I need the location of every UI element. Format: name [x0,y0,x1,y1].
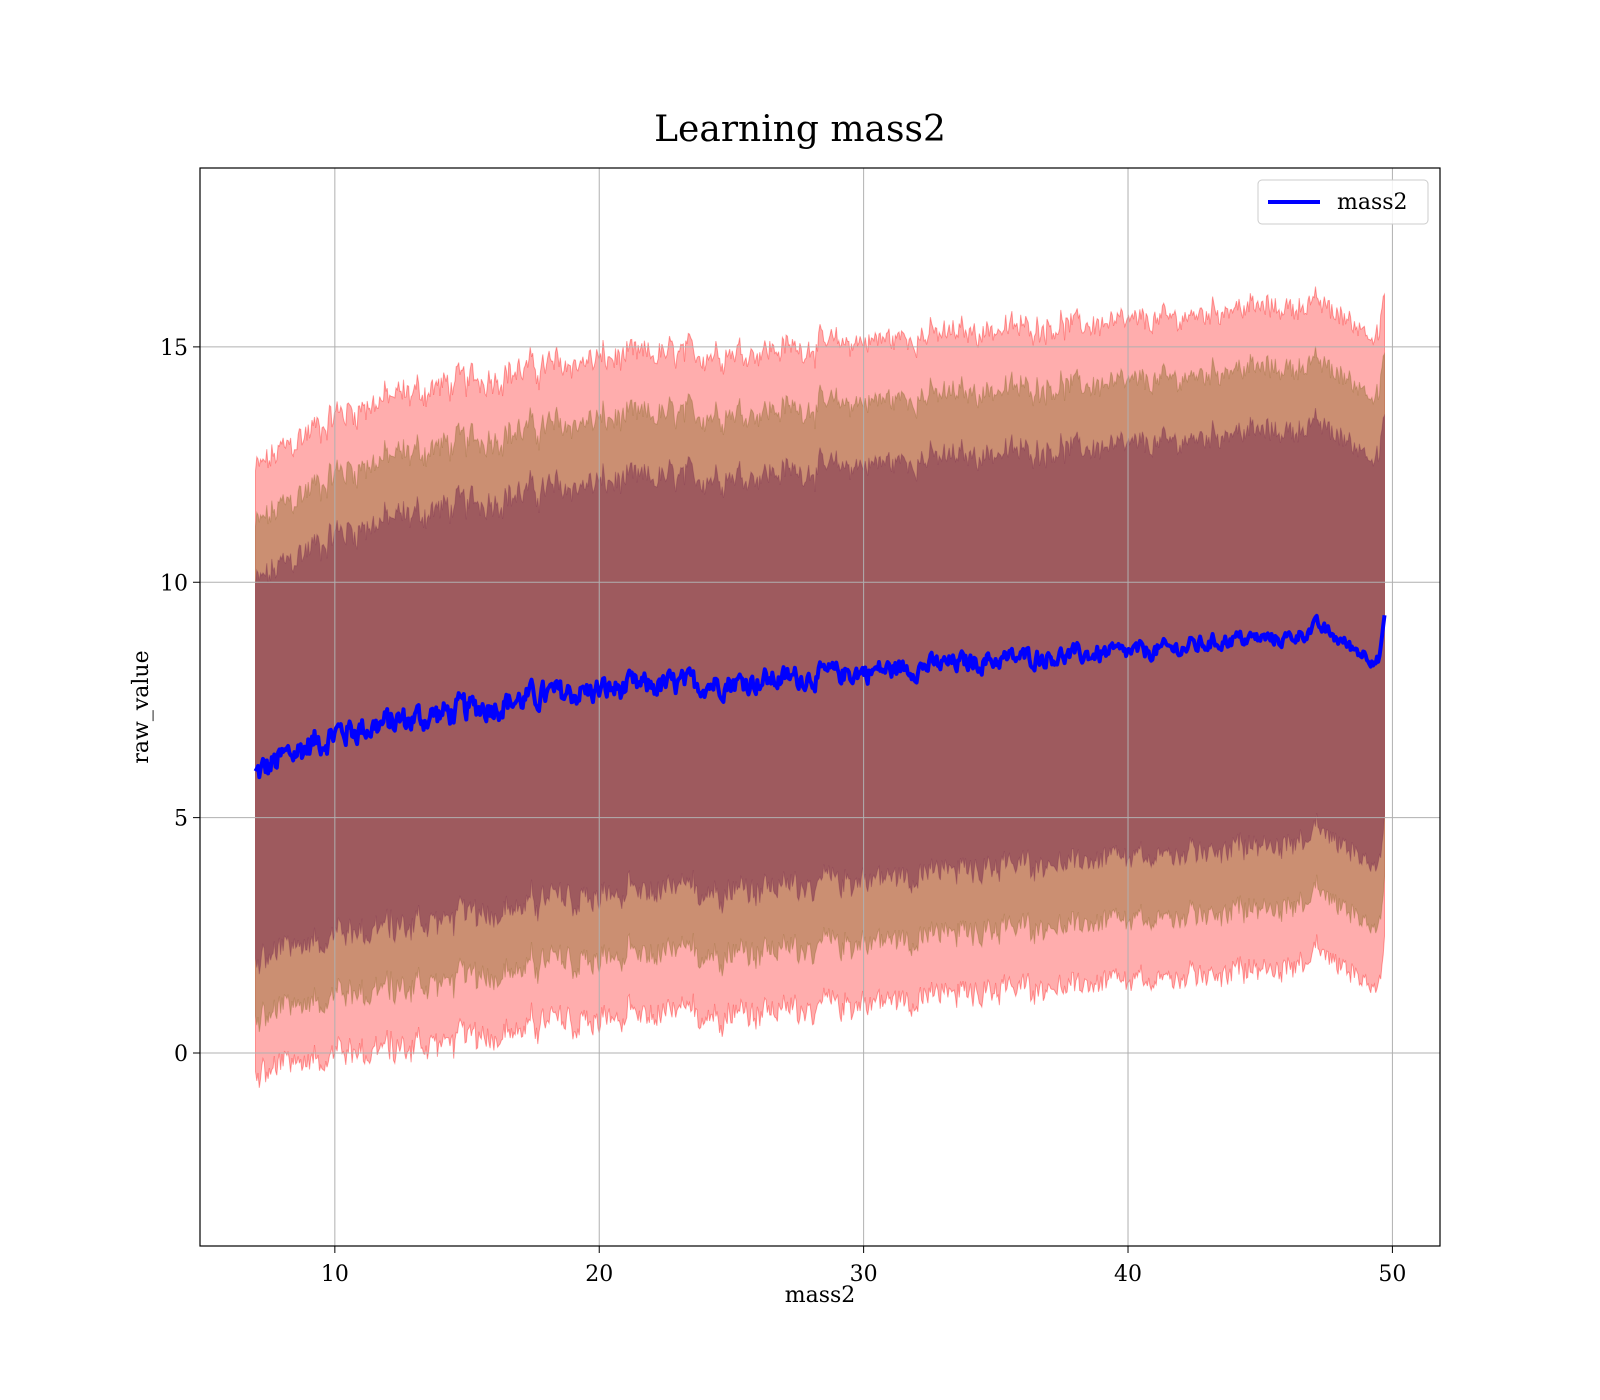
y-tick-label-15: 15 [160,336,188,361]
series-lines [253,613,1387,780]
legend-box [1257,179,1429,225]
y-tick-label-10: 10 [160,571,188,596]
x-tick-label-50: 50 [1378,1262,1406,1287]
y-tick-label-0: 0 [174,1042,188,1067]
y-axis-label: raw_value [129,650,154,763]
plot-area [199,167,1441,1247]
chart-title: Learning mass2 [654,109,946,150]
legend-label-mass2: mass2 [1337,190,1408,215]
x-tick-label-10: 10 [321,1262,349,1287]
x-axis-label: mass2 [785,1283,856,1308]
x-axis-ticks: 10 20 30 40 50 [321,1246,1406,1287]
grid-lines [200,168,1440,1246]
confidence-bands [255,286,1385,1088]
y-tick-label-5: 5 [174,807,188,832]
x-tick-label-20: 20 [585,1262,613,1287]
plot-frame [199,167,1441,1247]
x-tick-label-30: 30 [850,1262,878,1287]
legend: mass2 [1257,179,1429,225]
x-tick-label-40: 40 [1114,1262,1142,1287]
band-1-sigma [255,407,1385,975]
series-line-mass2 [253,613,1387,780]
y-axis-ticks: 0 5 10 15 [160,336,200,1067]
